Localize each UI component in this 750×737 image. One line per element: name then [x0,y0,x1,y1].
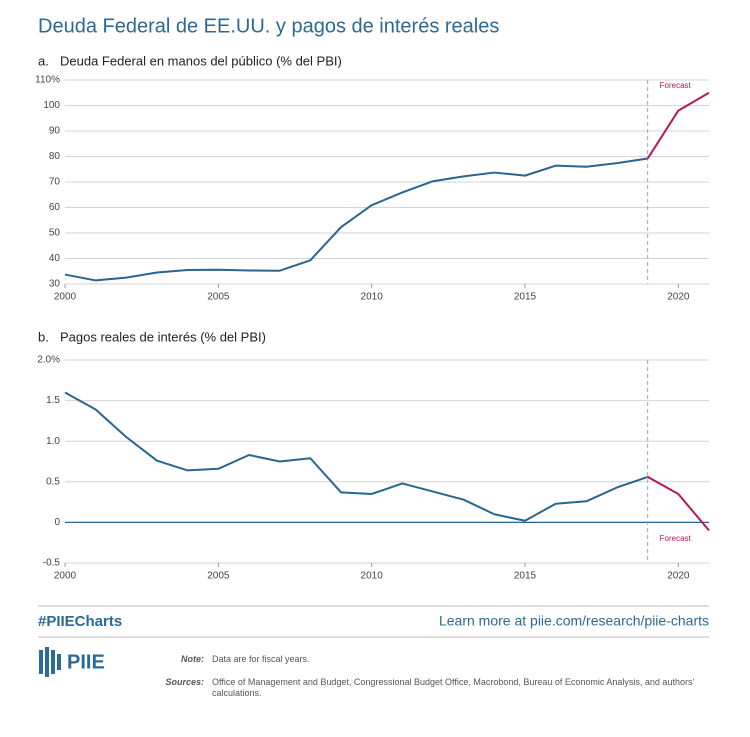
y-tick-label: 100 [43,100,60,111]
x-tick-label: 2010 [361,571,384,582]
link[interactable]: Learn more at piie.com/research/piie-cha… [439,613,709,629]
panel-label: a. [38,53,49,68]
logo-icon [39,647,61,677]
y-tick-label: 80 [49,151,61,162]
y-tick-label: 50 [49,228,61,239]
y-tick-label: 40 [49,253,61,264]
data-line [646,91,710,160]
hashtag: #PIIECharts [38,613,122,630]
x-tick-label: 2010 [361,292,384,303]
sources: Office of Management and Budget, Congres… [212,677,695,698]
y-tick-label: 1.5 [46,395,60,406]
y-tick-label: 0 [54,517,60,528]
panel-label: b. [38,329,49,344]
data-line [64,157,648,282]
y-tick-label: 60 [49,202,61,213]
y-tick-label: 70 [49,177,61,188]
logo: PIIE [67,651,105,673]
forecast-label: Forecast [660,534,692,543]
y-tick-label: -0.5 [43,558,61,569]
y-tick-label: 90 [49,126,61,137]
x-tick-label: 2005 [207,292,230,303]
x-tick-label: 2005 [207,571,230,582]
forecast-label: Forecast [660,81,692,90]
data-line [647,476,710,532]
y-tick-label: 110% [35,75,60,86]
chart-title: Deuda Federal en manos del público (% de… [60,53,342,68]
x-tick-label: 2015 [514,571,537,582]
page-title: Deuda Federal de EE.UU. y pagos de inter… [38,15,499,37]
y-tick-label: 1.0 [46,436,60,447]
x-tick-label: 2000 [54,292,77,303]
x-tick-label: 2020 [667,292,690,303]
y-tick-label: 30 [49,279,61,290]
x-tick-label: 2015 [514,292,537,303]
x-tick-label: 2020 [667,571,690,582]
y-tick-label: 0.5 [46,476,60,487]
note: Data are for fiscal years. [212,654,310,664]
x-tick-label: 2000 [54,571,77,582]
chart-title: Pagos reales de interés (% del PBI) [60,329,266,344]
data-line [64,391,648,522]
note-label: Note: [181,654,204,664]
sources-label: Sources: [165,677,204,687]
y-tick-label: 2.0% [37,355,60,366]
